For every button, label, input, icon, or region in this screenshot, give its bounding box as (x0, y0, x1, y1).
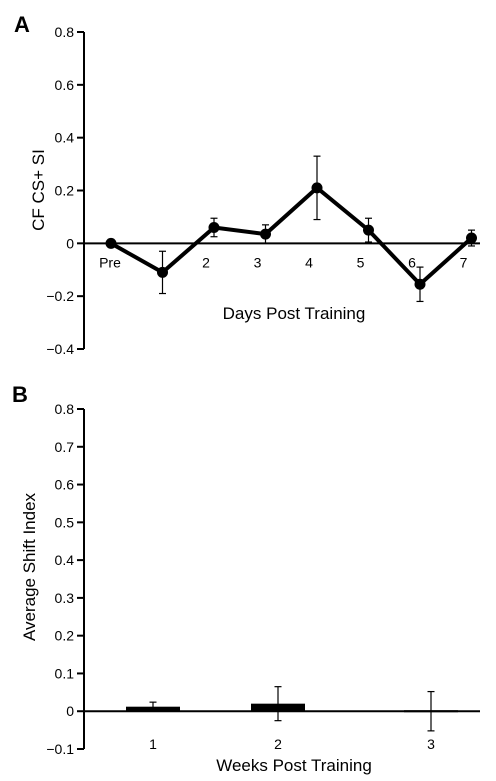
panel-a-y-axis-title: CF CS+ SI (29, 149, 48, 231)
panel-a-data-point (363, 224, 374, 236)
panel-a-series-polyline (110, 185, 473, 287)
panel-b-y-tick-label: −0.1 (46, 741, 74, 757)
panel-b-y-tick-label: 0 (66, 703, 74, 719)
panel-a-line-chart: A CF CS+ SI Days Post Training −0.4 −0.2 0… (14, 12, 480, 357)
panel-b-y-tick-label: 0.7 (55, 439, 75, 455)
panel-a-x-tick-label: 3 (254, 254, 262, 270)
panel-a-y-tick-label: 0.8 (55, 24, 75, 40)
panel-b-y-axis: −0.1 0 0.1 0.2 0.3 0.4 0.5 0.6 0.7 0.8 (46, 401, 85, 757)
panel-a-data-point (260, 228, 271, 240)
panel-a-data-point (466, 232, 477, 244)
panel-b-x-tick-label: 1 (149, 736, 157, 752)
panel-a-series-line (110, 185, 473, 287)
panel-a-y-tick-label: 0.6 (55, 77, 75, 93)
panel-a-data-point (157, 266, 168, 278)
panel-a-y-tick-label: 0.2 (55, 183, 75, 199)
panel-a-x-ticks: Pre 2 3 4 5 6 7 (99, 254, 468, 270)
panel-a-data-point (105, 237, 117, 249)
panel-b-y-tick-label: 0.4 (55, 552, 75, 568)
panel-a-x-tick-label: Pre (99, 254, 121, 270)
panel-b-letter: B (12, 382, 28, 407)
panel-b-y-tick-label: 0.5 (55, 514, 75, 530)
panel-a-y-tick-label: −0.4 (46, 341, 74, 357)
panel-b-x-tick-label: 2 (274, 736, 282, 752)
panel-a-x-axis-title: Days Post Training (223, 304, 366, 323)
panel-b-y-tick-label: 0.3 (55, 590, 75, 606)
panel-b-y-tick-label: 0.2 (55, 628, 75, 644)
panel-a-y-tick-label: 0.4 (55, 130, 75, 146)
panel-a-x-tick-label: 4 (305, 254, 313, 270)
panel-a-x-tick-label: 5 (357, 254, 365, 270)
panel-b-x-axis-title: Weeks Post Training (216, 756, 372, 775)
panel-b-error-bars (149, 686, 435, 732)
panel-a-x-tick-label: 6 (408, 254, 416, 270)
panel-b-bars (126, 703, 458, 713)
panel-a-data-point (414, 278, 426, 290)
panel-a-y-tick-label: 0 (66, 235, 74, 251)
panel-a-data-point (208, 221, 220, 233)
panel-a-x-tick-label: 2 (202, 254, 210, 270)
panel-b-y-tick-label: 0.1 (55, 665, 75, 681)
panel-b-bar-chart: B Average Shift Index Weeks Post Trainin… (12, 382, 480, 775)
panel-a-points (105, 182, 477, 290)
panel-a-y-axis: −0.4 −0.2 0 0.2 0.4 0.6 0.8 (46, 24, 85, 357)
panel-b-y-axis-title: Average Shift Index (20, 492, 39, 641)
panel-b-x-ticks: 1 2 3 (149, 736, 435, 752)
panel-a-x-tick-label: 7 (460, 254, 468, 270)
panel-a-y-tick-label: −0.2 (46, 288, 74, 304)
panel-b-y-tick-label: 0.8 (55, 401, 75, 417)
panel-b-x-tick-label: 3 (427, 736, 435, 752)
panel-a-data-point (311, 182, 323, 194)
panel-b-y-tick-label: 0.6 (55, 477, 75, 493)
panel-a-letter: A (14, 12, 30, 37)
